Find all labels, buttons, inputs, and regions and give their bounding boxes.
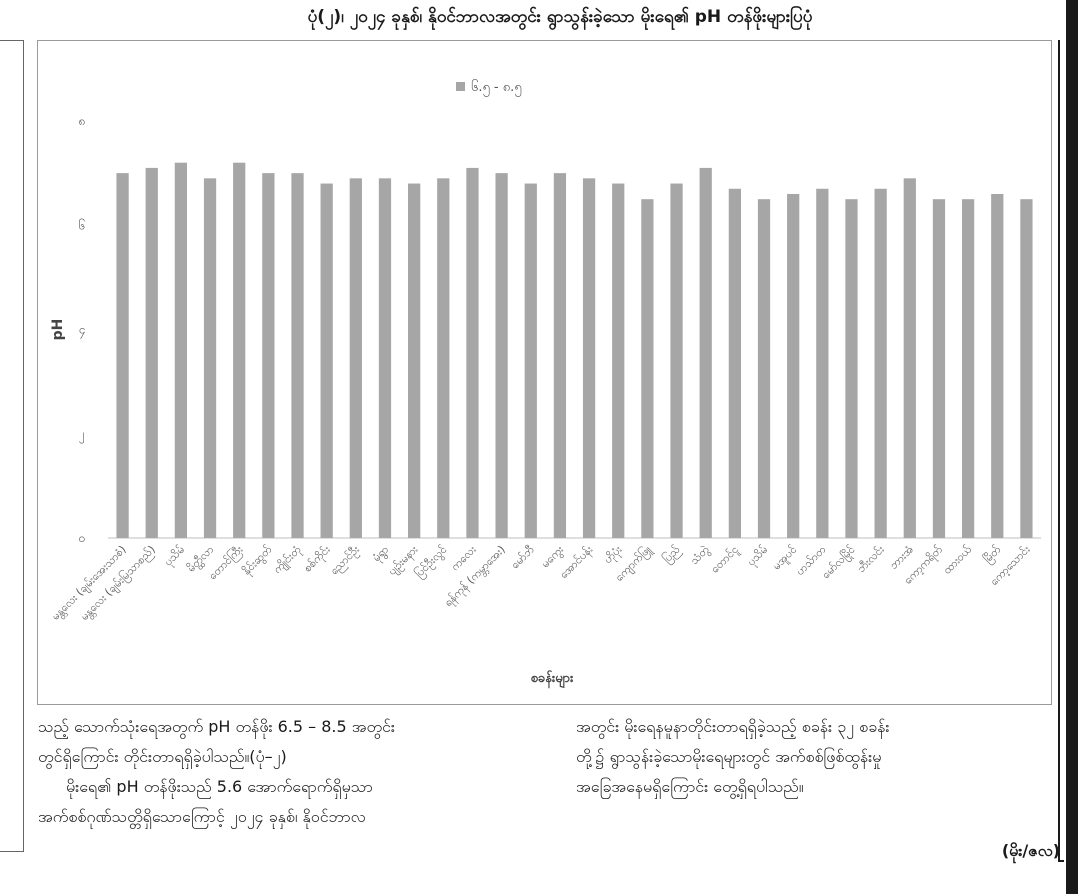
bar [378, 178, 392, 538]
bar [320, 183, 333, 539]
x-axis-label: စခန်းများ [531, 669, 574, 689]
bar [495, 173, 508, 538]
x-tick-label: နိုင်းဆွတ် [240, 543, 276, 579]
bar [1020, 199, 1033, 538]
x-tick-label: မော်ဘီ [508, 543, 537, 572]
right-column-frame [1058, 40, 1064, 862]
bar [466, 167, 479, 538]
x-tick-label: မြိတ် [981, 543, 1005, 567]
x-tick-label: ညောင်ဦး [328, 543, 364, 579]
left-line-3: မိုးရေ၏ pH တန်ဖိုးသည် 5.6 အောက်ရောက်ရှိမ… [66, 777, 373, 796]
x-tick-label: မုံရွာ [370, 543, 393, 566]
bar [874, 188, 887, 538]
bar [553, 173, 567, 538]
x-tick-label: ထားဝယ် [940, 543, 974, 577]
bar [582, 178, 596, 538]
bar [991, 193, 1004, 538]
x-tick-label: ဘီးလင်း [855, 543, 887, 575]
bar [116, 173, 129, 538]
bar [233, 162, 246, 538]
left-column-frame [0, 40, 24, 852]
bar [524, 183, 537, 539]
right-line-2: တို့၌ ရွာသွန်းခဲ့သောမိုးရေများတွင် အက်စစ… [576, 747, 882, 766]
left-line-2: တွင်ရှိကြောင်း တိုင်းတာရရှိခဲ့ပါသည်။(ပုံ… [38, 747, 287, 766]
figure-title: ပုံ(၂)၊ ၂၀၂၄ ခုနှစ်၊ နိုဝင်ဘာလအတွင်း ရွာ… [307, 7, 813, 27]
bar [757, 199, 771, 538]
bar [145, 167, 158, 538]
bar [932, 199, 946, 538]
bar [961, 199, 975, 538]
left-line-4: အက်စစ်ဂုဏ်သတ္တိရှိသောကြောင့် ၂၀၂၄ ခုနှစ်… [38, 807, 366, 826]
bar [349, 178, 362, 538]
y-tick-label: ၀ [79, 531, 86, 545]
legend-label: ၆.၅ - ၈.၅ [471, 79, 522, 97]
x-tick-label: ပုသိမ် [745, 543, 772, 570]
x-tick-label: ပြည် [659, 542, 684, 567]
right-line-3: အခြေအနေမရှိကြောင်း တွေ့ရှိရပါသည်။ [576, 777, 804, 796]
bar [816, 188, 829, 538]
x-tick-label: ကျိုင်းတုံ [271, 543, 306, 578]
bar [728, 188, 741, 538]
y-tick-label: ၆ [79, 217, 86, 232]
bar [845, 199, 858, 538]
y-tick-label: ၂ [79, 427, 85, 444]
y-tick-label: ၄ [79, 323, 86, 340]
author-signature: (မိုး/ဇလ) [1001, 841, 1060, 860]
bar [670, 183, 683, 539]
page-edge [1066, 0, 1078, 894]
bar [291, 173, 304, 538]
bar [612, 183, 625, 539]
y-axis-label: pH [50, 319, 66, 341]
bar [203, 178, 217, 538]
right-line-1: အတွင်း မိုးရေနမူနာတိုင်းတာရရှိခဲ့သည့် စခ… [576, 717, 890, 736]
left-line-1: သည့် သောက်သုံးရေအတွက် pH တန်ဖိုး 6.5 – 8… [38, 717, 395, 736]
x-tick-label: တောင်ငူ [708, 543, 742, 577]
bar [641, 199, 654, 538]
chart-frame: ၆.၅ - ၈.၅၀၂၄၆၈ pH မန္တလေး (ချမ်းအေးသာစံ) မန… [37, 40, 1052, 705]
y-tick-label: ၈ [79, 114, 86, 128]
bar [437, 178, 450, 538]
bar [174, 162, 188, 538]
bar [262, 173, 275, 538]
right-column-text: အတွင်း မိုးရေနမူနာတိုင်းတာရရှိခဲ့သည့် စခ… [576, 712, 1056, 802]
left-column-text: သည့် သောက်သုံးရေအတွက် pH တန်ဖိုး 6.5 – 8… [38, 712, 538, 832]
x-tick-label: ပြင်ဦးလွင် [412, 542, 451, 581]
x-tick-label: အောင်ပန်း [557, 543, 597, 583]
bar [787, 193, 800, 538]
legend-swatch [456, 82, 465, 91]
bar [903, 178, 916, 538]
bar [408, 183, 421, 539]
bar [699, 167, 712, 538]
